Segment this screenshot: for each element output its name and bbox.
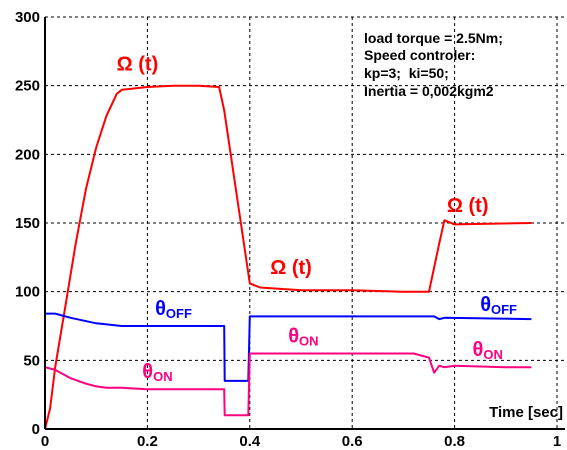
- y-tick-label: 50: [23, 352, 40, 369]
- series-label: θOFF: [480, 294, 517, 317]
- annotation-line-1: load torque = 2.5Nm;: [364, 30, 503, 46]
- grid-lines: [45, 16, 565, 429]
- series-label: Ω (t): [117, 54, 159, 76]
- series-line-omega: [44, 84, 532, 430]
- series-label: θON: [142, 361, 172, 384]
- x-axis-label: Time [sec]: [489, 404, 563, 421]
- y-tick-label: 150: [15, 215, 40, 232]
- series-labels: Ω (t) Ω (t) Ω (t) θOFF θOFF θON θON θON: [117, 54, 517, 385]
- series-line-theta-on: [44, 352, 532, 417]
- series-label: θON: [288, 325, 318, 348]
- series-label: Ω (t): [447, 195, 489, 217]
- series-label: θOFF: [155, 298, 192, 321]
- x-tick-label: 0.8: [444, 433, 465, 450]
- y-tick-label: 0: [32, 421, 40, 438]
- series-label: θON: [473, 339, 503, 362]
- annotation-line-3: kp=3; ki=50;: [364, 65, 449, 81]
- x-tick-label: 0: [41, 433, 49, 450]
- series-line-theta-off: [45, 312, 532, 382]
- y-tick-label: 100: [15, 284, 40, 301]
- x-tick-label: 0.2: [137, 433, 158, 450]
- series-label: Ω (t): [270, 257, 312, 279]
- annotation-line-2: Speed controler:: [364, 47, 475, 63]
- annotation-line-4: Inertia = 0,002kgm2: [364, 83, 494, 99]
- y-tick-label: 200: [15, 146, 40, 163]
- x-tick-label: 0.4: [239, 433, 261, 450]
- y-tick-label: 300: [15, 9, 40, 26]
- x-tick-label: 0.6: [342, 433, 363, 450]
- y-tick-label: 250: [15, 78, 40, 95]
- x-tick-label: 1: [553, 433, 561, 450]
- series-lines: [44, 84, 532, 430]
- axis-ticks: 0 0.2 0.4 0.6 0.8 1 0 50 100 150 200 250 300: [15, 9, 561, 450]
